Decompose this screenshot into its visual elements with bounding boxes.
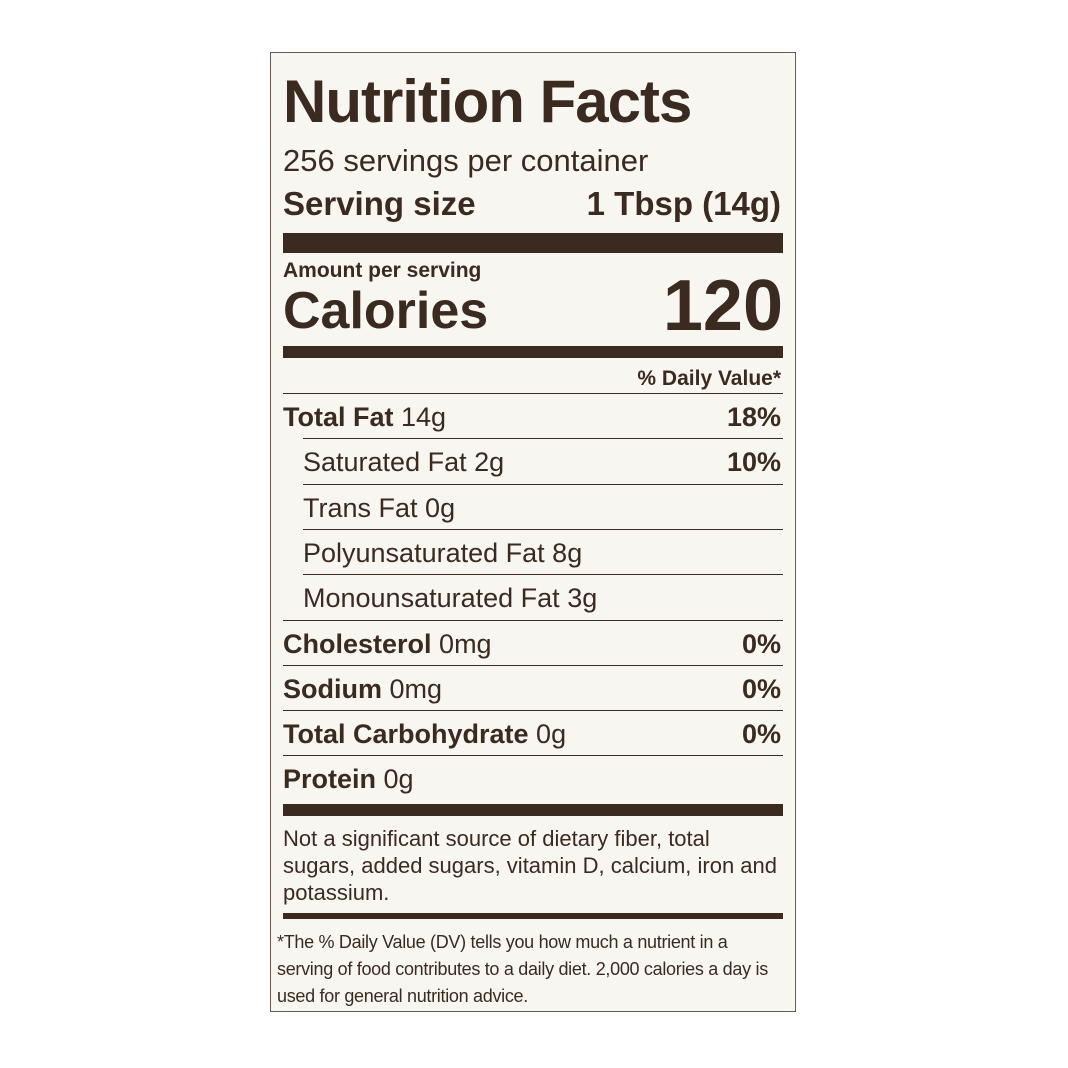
row-rule [283, 393, 783, 394]
nutrient-amount: 14g [401, 402, 447, 432]
dv-footnote: *The % Daily Value (DV) tells you how mu… [277, 932, 768, 1006]
nutrient-name: Trans Fat [303, 492, 418, 523]
row-rule [303, 574, 783, 576]
nutrient-amount: 8g [552, 537, 583, 568]
nutrient-dv: 0% [741, 719, 781, 750]
nutrient-amount: 0mg [389, 673, 443, 704]
nutrition-label: Nutrition Facts 256 servings per contain… [270, 52, 796, 1012]
nutrient-row: Sodium 0mg 0% [283, 667, 783, 711]
row-rule [283, 755, 783, 757]
row-rule [283, 619, 783, 621]
nutrient-row: Total Fat 14g 18% [283, 395, 783, 439]
serving-size-value: 1 Tbsp (14g) [586, 185, 781, 222]
dv-header: % Daily Value* [637, 367, 781, 390]
thick-rule [283, 233, 783, 253]
nutrient-row: Cholesterol 0mg 0% [283, 622, 783, 666]
nutrient-dv: 0% [741, 673, 781, 704]
row-rule [283, 710, 783, 712]
nutrient-name: Polyunsaturated Fat [303, 537, 545, 568]
nutrient-row: Total Carbohydrate 0g 0% [283, 712, 783, 756]
medium-rule [283, 804, 783, 816]
nutrient-row: Polyunsaturated Fat 8g [283, 531, 783, 575]
nutrient-name: Total Carbohydrate [283, 719, 529, 750]
servings: 256 servings per container [283, 143, 649, 178]
nutrient-name: Saturated Fat [303, 447, 467, 478]
nutrient-row: Trans Fat 0g [283, 486, 783, 530]
nutrient-amount: 0g [536, 719, 567, 750]
nutrient-amount: 0mg [439, 628, 492, 659]
row-rule [303, 483, 783, 485]
nutrient-dv: 10% [726, 447, 781, 478]
serving-size-label: Serving size [283, 185, 476, 222]
row-rule [303, 438, 783, 440]
calories-value: 120 [662, 266, 783, 346]
medium-rule [283, 346, 783, 358]
note: Not a significant source of dietary fibe… [283, 826, 778, 905]
nutrient-amount: 0g [383, 764, 414, 795]
row-rule [283, 664, 783, 666]
nutrient-dv: 18% [726, 402, 781, 432]
nutrient-amount: 2g [474, 447, 505, 478]
thin-bar [283, 913, 783, 919]
nutrient-row: Protein 0g [283, 757, 783, 801]
row-rule [303, 528, 783, 530]
nutrient-name: Cholesterol [283, 628, 432, 659]
nutrient-name: Protein [283, 764, 377, 795]
nutrient-row: Monounsaturated Fat 3g [283, 576, 783, 620]
nutrient-dv: 0% [741, 628, 781, 659]
title: Nutrition Facts [283, 68, 692, 135]
nutrient-amount: 3g [567, 583, 598, 614]
nutrient-amount: 0g [425, 492, 456, 523]
calories-label: Calories [283, 282, 489, 340]
nutrient-name: Sodium [283, 673, 382, 704]
amount-per-serving: Amount per serving [283, 259, 482, 282]
nutrient-name: Total Fat [283, 402, 394, 432]
nutrient-row: Saturated Fat 2g 10% [283, 440, 783, 484]
nutrient-name: Monounsaturated Fat [303, 583, 560, 614]
